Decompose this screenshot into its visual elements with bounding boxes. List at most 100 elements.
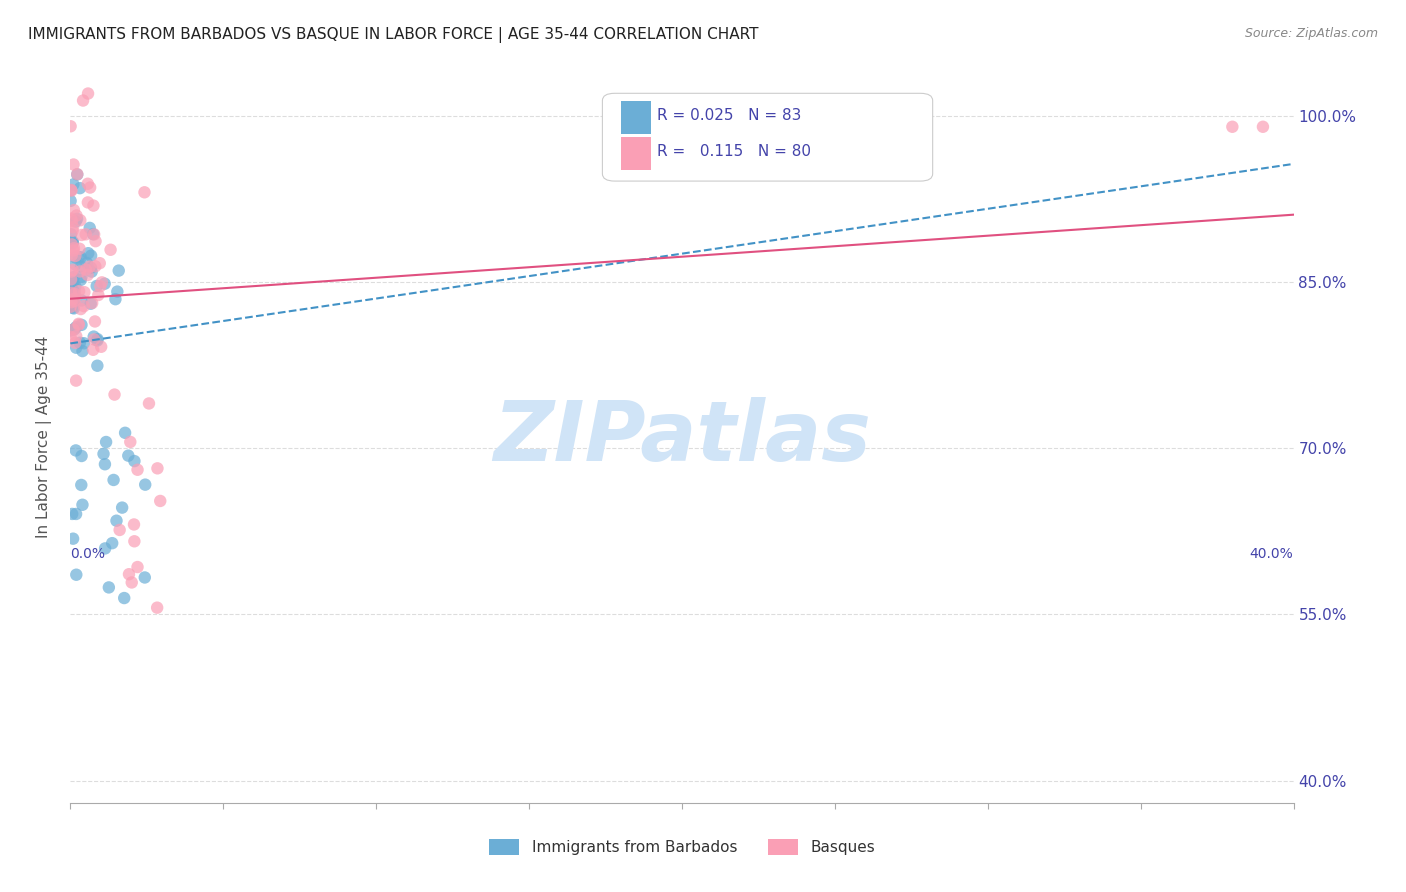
Immigrants from Barbados xyxy=(66,211,89,226)
Basques xyxy=(83,332,105,346)
Basques xyxy=(82,198,104,212)
Basques xyxy=(59,330,82,344)
Immigrants from Barbados xyxy=(104,292,127,306)
Immigrants from Barbados xyxy=(60,289,83,303)
Basques xyxy=(69,213,91,227)
Immigrants from Barbados xyxy=(60,507,83,521)
Basques xyxy=(63,294,86,309)
Text: IMMIGRANTS FROM BARBADOS VS BASQUE IN LABOR FORCE | AGE 35-44 CORRELATION CHART: IMMIGRANTS FROM BARBADOS VS BASQUE IN LA… xyxy=(28,27,759,43)
Basques xyxy=(67,318,90,332)
Basques xyxy=(108,523,131,537)
Basques xyxy=(84,260,107,274)
Immigrants from Barbados xyxy=(69,250,91,264)
Immigrants from Barbados xyxy=(65,251,87,265)
Immigrants from Barbados xyxy=(70,260,93,274)
Basques xyxy=(120,434,142,449)
Immigrants from Barbados xyxy=(105,514,128,528)
Immigrants from Barbados xyxy=(70,269,93,284)
Immigrants from Barbados xyxy=(103,473,125,487)
Immigrants from Barbados xyxy=(60,236,83,251)
Immigrants from Barbados xyxy=(134,477,156,491)
Basques xyxy=(89,256,111,270)
Basques xyxy=(84,234,107,248)
Immigrants from Barbados xyxy=(67,250,90,264)
Basques xyxy=(87,288,110,302)
Immigrants from Barbados xyxy=(72,344,94,359)
Immigrants from Barbados xyxy=(63,285,86,299)
Immigrants from Barbados xyxy=(97,581,120,595)
Basques xyxy=(610,142,633,156)
Immigrants from Barbados xyxy=(65,279,87,293)
Immigrants from Barbados xyxy=(65,214,87,228)
Basques xyxy=(82,343,104,357)
Basques xyxy=(60,295,83,310)
Immigrants from Barbados xyxy=(65,567,87,582)
Basques xyxy=(60,211,83,226)
Immigrants from Barbados xyxy=(117,449,139,463)
Immigrants from Barbados xyxy=(79,220,101,235)
Immigrants from Barbados xyxy=(114,425,136,440)
Immigrants from Barbados xyxy=(59,300,82,314)
Basques xyxy=(67,284,90,298)
Immigrants from Barbados xyxy=(62,298,84,312)
Immigrants from Barbados xyxy=(59,194,82,208)
Immigrants from Barbados xyxy=(60,235,83,250)
Basques xyxy=(65,329,87,343)
Basques xyxy=(118,567,141,582)
Basques xyxy=(63,241,86,255)
Immigrants from Barbados xyxy=(62,235,84,250)
Immigrants from Barbados xyxy=(66,168,89,182)
Basques xyxy=(1251,120,1274,134)
Immigrants from Barbados xyxy=(59,323,82,337)
Basques xyxy=(65,335,87,350)
Immigrants from Barbados xyxy=(62,284,84,298)
Basques xyxy=(62,244,84,258)
Basques xyxy=(60,272,83,286)
Basques xyxy=(124,534,146,549)
Immigrants from Barbados xyxy=(93,447,115,461)
Basques xyxy=(75,262,97,277)
Immigrants from Barbados xyxy=(80,249,103,263)
Immigrants from Barbados xyxy=(69,181,91,195)
Immigrants from Barbados xyxy=(65,320,87,334)
Immigrants from Barbados xyxy=(59,183,82,197)
Text: ZIPatlas: ZIPatlas xyxy=(494,397,870,477)
Immigrants from Barbados xyxy=(63,322,86,336)
Immigrants from Barbados xyxy=(62,178,84,192)
Basques xyxy=(134,186,156,200)
Basques xyxy=(70,227,93,242)
Immigrants from Barbados xyxy=(63,301,86,316)
Text: Source: ZipAtlas.com: Source: ZipAtlas.com xyxy=(1244,27,1378,40)
Basques xyxy=(60,248,83,262)
Immigrants from Barbados xyxy=(62,532,84,546)
Basques xyxy=(75,227,97,242)
Basques xyxy=(90,276,112,290)
Basques xyxy=(84,314,107,328)
Immigrants from Barbados xyxy=(134,570,156,584)
Y-axis label: In Labor Force | Age 35-44: In Labor Force | Age 35-44 xyxy=(35,336,52,538)
Basques xyxy=(63,203,86,218)
Basques xyxy=(127,560,149,574)
Basques xyxy=(59,300,82,314)
Basques xyxy=(76,177,98,191)
Basques xyxy=(59,120,82,134)
Basques xyxy=(146,461,169,475)
Immigrants from Barbados xyxy=(76,256,98,270)
Immigrants from Barbados xyxy=(86,334,108,348)
Basques xyxy=(65,249,87,263)
Text: R = 0.025   N = 83: R = 0.025 N = 83 xyxy=(658,108,801,123)
Immigrants from Barbados xyxy=(72,498,94,512)
Immigrants from Barbados xyxy=(82,227,104,242)
Immigrants from Barbados xyxy=(60,277,83,291)
Basques xyxy=(146,600,169,615)
Basques xyxy=(62,220,84,235)
Basques xyxy=(72,94,94,108)
Immigrants from Barbados xyxy=(80,260,103,275)
Basques xyxy=(82,296,104,310)
Immigrants from Barbados xyxy=(69,335,91,350)
Immigrants from Barbados xyxy=(59,236,82,251)
Immigrants from Barbados xyxy=(107,263,129,277)
Basques xyxy=(62,157,84,171)
Immigrants from Barbados xyxy=(86,359,108,373)
Basques xyxy=(69,264,91,278)
